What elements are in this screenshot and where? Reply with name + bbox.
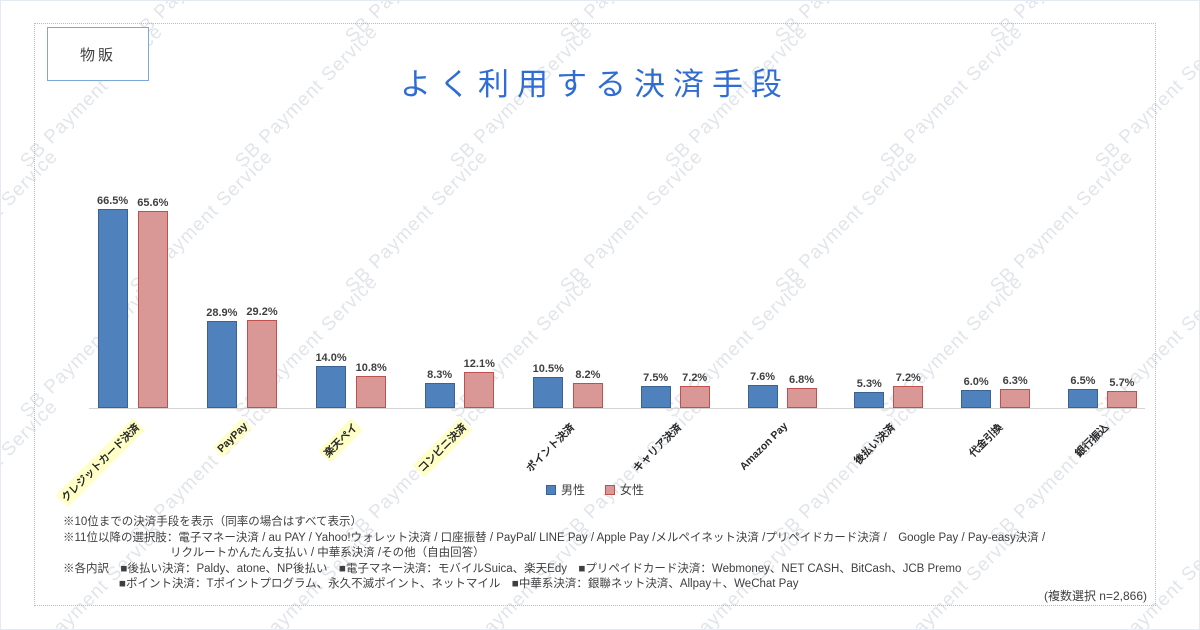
chart-title: よく利用する決済手段 xyxy=(400,67,790,102)
legend-item: 男性 xyxy=(545,481,585,498)
legend-swatch-icon xyxy=(545,484,556,495)
bar-wrap: 7.2% xyxy=(679,372,710,408)
bar-wrap: 6.0% xyxy=(961,376,992,408)
bar-value-label: 12.1% xyxy=(463,357,495,370)
bar-group: 5.3% 7.2% 後払い決済 xyxy=(852,372,924,467)
bar-wrap: 14.0% xyxy=(315,352,347,408)
bar-group: 28.9% 29.2% PayPay xyxy=(206,306,278,458)
note-line: ■ポイント決済：Tポイントプログラム、永久不滅ポイント、ネットマイル ■中華系決… xyxy=(119,578,799,590)
bar-value-label: 66.5% xyxy=(97,194,129,207)
bar-value-label: 7.5% xyxy=(643,371,669,384)
bar-value-label: 28.9% xyxy=(206,307,238,320)
bar-wrap: 29.2% xyxy=(246,306,278,408)
bar-value-label: 8.3% xyxy=(427,369,453,382)
bar-男性 xyxy=(533,376,564,408)
bar-group: 14.0% 10.8% 楽天ペイ xyxy=(315,352,387,463)
legend-label: 女性 xyxy=(620,483,645,497)
bar-value-label: 8.2% xyxy=(575,369,601,382)
bar-男性 xyxy=(1067,388,1098,408)
bar-value-label: 10.8% xyxy=(355,361,387,374)
bar-wrap: 5.7% xyxy=(1106,376,1137,408)
bar-女性 xyxy=(356,375,387,408)
note-line: リクルートかんたん支払い / 中華系決済 /その他（自由回答） xyxy=(170,547,485,559)
bar-男性 xyxy=(97,208,128,408)
bar-group: 66.5% 65.6% クレジットカード決済 xyxy=(55,194,168,508)
bar-女性 xyxy=(247,320,278,408)
legend-swatch-icon xyxy=(605,484,615,495)
bar-女性 xyxy=(679,386,710,408)
bar-group: 6.0% 6.3% 代金引換 xyxy=(961,375,1031,460)
bar-wrap: 8.3% xyxy=(424,369,455,408)
note-line: ※11位以降の選択肢：電子マネー決済 / au PAY / Yahoo!ウォレッ… xyxy=(63,531,1046,544)
bar-wrap: 8.2% xyxy=(572,369,603,408)
bar-value-label: 14.0% xyxy=(315,352,347,364)
bar-value-label: 7.6% xyxy=(749,371,776,384)
bar-value-label: 7.2% xyxy=(682,372,708,385)
bar-wrap: 10.5% xyxy=(532,362,564,408)
chart-frame xyxy=(34,23,1156,606)
plot-area: 66.5% 65.6% クレジットカード決済 28.9% 29.2% PayPay 14.0… xyxy=(55,189,1145,508)
note-line: ※各内訳 ■後払い決済：Paldy、atone、NP後払い ■電子マネー決済：モ… xyxy=(63,562,962,575)
bar-wrap: 6.8% xyxy=(786,373,817,408)
bar-女性 xyxy=(464,371,495,408)
bar-value-label: 5.7% xyxy=(1109,376,1135,389)
bar-group: 10.5% 8.2% ポイント決済 xyxy=(524,362,603,475)
category-tag-box: 物販 xyxy=(47,27,149,81)
bar-男性 xyxy=(640,385,671,408)
legend-label: 男性 xyxy=(560,483,585,497)
bar-wrap: 65.6% xyxy=(137,197,168,408)
bar-value-label: 7.2% xyxy=(895,372,921,385)
bar-女性 xyxy=(137,211,168,408)
bar-wrap: 7.2% xyxy=(893,372,924,408)
bar-group: 6.5% 5.7% 銀行振込 xyxy=(1067,374,1137,460)
bar-男性 xyxy=(206,321,237,408)
bar-value-label: 6.5% xyxy=(1070,374,1096,387)
bar-wrap: 7.5% xyxy=(640,371,671,408)
bar-group: 7.6% 6.8% Amazon Pay xyxy=(737,371,817,473)
bar-男性 xyxy=(961,390,992,408)
sample-size-note: (複数選択 n=2,866) xyxy=(1043,589,1147,603)
bar-女性 xyxy=(1000,389,1031,408)
bar-男性 xyxy=(424,383,455,408)
bar-女性 xyxy=(786,387,817,408)
bar-wrap: 5.3% xyxy=(854,378,885,408)
bar-wrap: 7.6% xyxy=(747,371,778,408)
bar-wrap: 28.9% xyxy=(206,307,237,408)
bar-value-label: 6.8% xyxy=(788,373,815,386)
bar-女性 xyxy=(1106,390,1137,408)
bar-wrap: 12.1% xyxy=(464,358,495,408)
legend-item: 女性 xyxy=(605,481,644,498)
bar-男性 xyxy=(854,392,885,408)
bar-value-label: 6.0% xyxy=(963,376,989,388)
bar-wrap: 6.5% xyxy=(1067,374,1098,408)
bar-wrap: 10.8% xyxy=(356,362,387,408)
bar-男性 xyxy=(316,366,347,408)
footnotes: ※10位までの決済手段を表示（同率の場合はすべて表示） ※11位以降の選択肢：電子… xyxy=(63,515,1143,593)
bar-value-label: 10.5% xyxy=(532,362,564,375)
bar-group: 7.5% 7.2% キャリア決済 xyxy=(631,371,710,475)
bar-wrap: 66.5% xyxy=(97,194,129,408)
category-tag-label: 物販 xyxy=(79,46,116,64)
bar-女性 xyxy=(893,386,924,408)
chart-legend: 男性 女性 xyxy=(34,481,1156,498)
bar-男性 xyxy=(747,385,778,408)
bar-value-label: 29.2% xyxy=(246,306,278,319)
bar-value-label: 6.3% xyxy=(1002,375,1028,388)
bar-group: 8.3% 12.1% コンビニ決済 xyxy=(412,358,495,478)
bar-value-label: 5.3% xyxy=(856,378,882,391)
bar-女性 xyxy=(572,383,603,408)
bar-wrap: 6.3% xyxy=(1000,375,1031,408)
bar-value-label: 65.6% xyxy=(137,197,169,210)
note-line: ※10位までの決済手段を表示（同率の場合はすべて表示） xyxy=(63,516,363,528)
